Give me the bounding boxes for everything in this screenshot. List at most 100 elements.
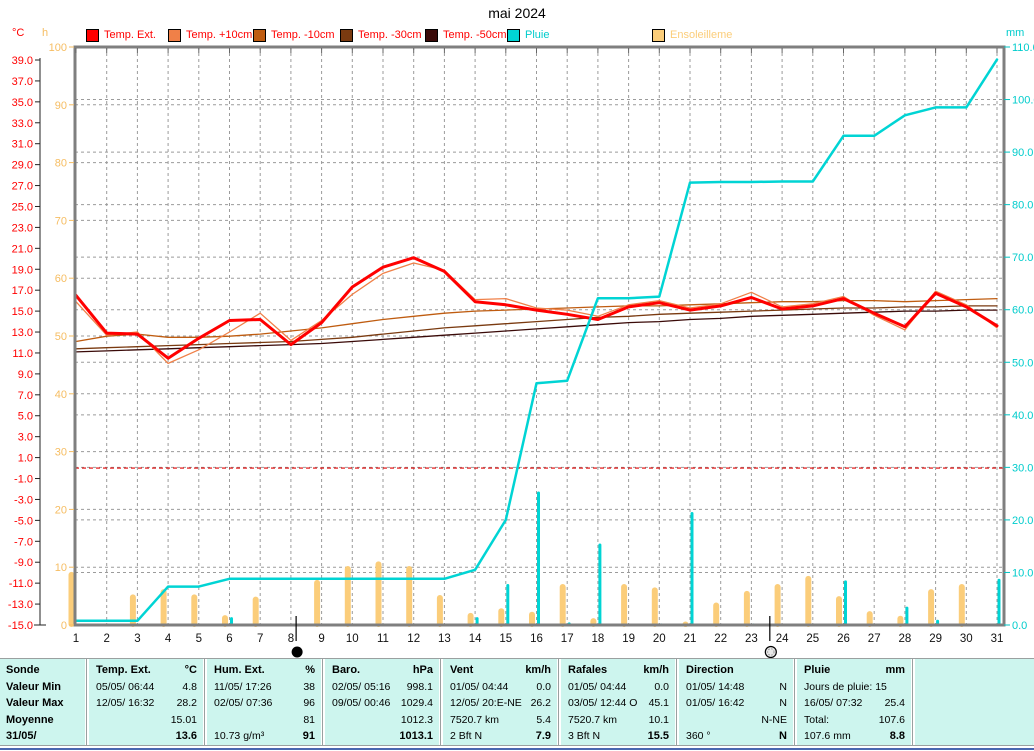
- axis-tick-label: 20: [55, 504, 67, 516]
- temp-axis-unit: °C: [12, 27, 25, 39]
- legend-label: Temp. +10cm: [186, 29, 253, 41]
- axis-tick-label: 4: [165, 633, 172, 645]
- table-separator: [320, 659, 326, 745]
- legend-label: Temp. -50cm: [443, 29, 507, 41]
- sunshine-bar: [774, 583, 781, 627]
- rain-bar: [997, 578, 1001, 626]
- axis-tick-label: 20: [653, 633, 666, 645]
- axis-tick-label: 40.0: [1012, 410, 1033, 422]
- row-label: Sonde: [6, 664, 40, 676]
- axis-tick-label: 25.0: [12, 201, 33, 213]
- axis-tick-label: 25: [806, 633, 819, 645]
- axis-tick-label: 31.0: [12, 139, 33, 151]
- rain-bar: [844, 580, 847, 626]
- cell-value: 0.0: [654, 680, 669, 693]
- rain-bar: [506, 584, 510, 626]
- column-unit: °C: [184, 664, 197, 676]
- legend-item-temp-ext-: Temp. Ext.: [86, 28, 156, 42]
- cell-value: 0.0: [536, 680, 551, 693]
- axis-tick-label: 15: [499, 633, 512, 645]
- axis-tick-label: 24: [776, 633, 789, 645]
- cell-text: 12/05/ 20:E-NE: [450, 697, 522, 709]
- row-label: Moyenne: [6, 713, 54, 726]
- table-separator: [792, 659, 798, 745]
- cell-value: 96: [303, 697, 315, 709]
- cell-text: 12/05/ 16:32: [96, 697, 155, 709]
- axis-tick-label: 30: [960, 633, 973, 645]
- sunshine-bar: [958, 583, 965, 627]
- axis-tick-label: 35.0: [12, 97, 33, 109]
- cell-text: [922, 712, 1021, 729]
- axis-tick-label: 23.0: [12, 222, 33, 234]
- cell-text: 107.6 mm: [804, 730, 851, 742]
- axis-tick-label: 39.0: [12, 55, 33, 67]
- rain-bar: [905, 606, 909, 626]
- legend-swatch: [168, 28, 181, 42]
- column-name: Rafales: [568, 664, 608, 676]
- cell-value: N-NE: [761, 713, 787, 726]
- axis-tick-label: 17: [561, 633, 574, 645]
- legend-item-temp-50cm: Temp. -50cm: [425, 28, 507, 42]
- axis-tick-label: 2: [103, 633, 109, 645]
- full-moon-icon: [764, 645, 777, 658]
- axis-tick-label: 5: [196, 633, 202, 645]
- cell-value: 15.5: [647, 730, 669, 742]
- column-unit: km/h: [525, 664, 551, 676]
- rain-axis-unit: mm: [1006, 27, 1025, 39]
- cell-value: 998.1: [406, 680, 433, 693]
- cell-text: [686, 712, 759, 729]
- axis-tick-label: 30.0: [1012, 462, 1033, 474]
- column-unit: km/h: [643, 664, 669, 676]
- cell-text: [922, 679, 1021, 696]
- cell-text: 2 Bft N: [450, 730, 483, 742]
- axis-tick-label: -11.0: [9, 578, 33, 590]
- column-name: Baro.: [332, 664, 361, 676]
- cell-value: 8.8: [889, 730, 905, 742]
- axis-tick-label: 90.0: [1012, 147, 1033, 159]
- cell-text: 7520.7 km: [450, 713, 500, 726]
- sunshine-bar: [743, 590, 750, 627]
- table-column-rafales: Rafales km/h 01/05/ 04:44 0.0 03/05/ 12:44 O…: [562, 659, 674, 745]
- legend-item-temp-30cm: Temp. -30cm: [340, 28, 422, 42]
- column-unit: mm: [885, 664, 905, 676]
- sunshine-bar: [252, 596, 259, 627]
- row-label: Valeur Max: [6, 697, 64, 709]
- axis-tick-label: 10: [55, 562, 67, 574]
- sunshine-bar: [805, 575, 812, 627]
- axis-tick-label: 31: [991, 633, 1004, 645]
- table-column-pluie: Pluie mm Jours de pluie: 15 16/05/ 07:32 25.…: [798, 659, 910, 745]
- axis-tick-label: 15.0: [12, 306, 33, 318]
- axis-tick-label: 100: [49, 42, 67, 54]
- cell-text: 01/05/ 14:48: [686, 680, 745, 693]
- cell-value: N: [779, 680, 787, 693]
- cell-value: 28.2: [176, 697, 197, 709]
- cell-value: 1012.3: [400, 713, 433, 726]
- plot-border: [73, 45, 1006, 627]
- table-column-vent: Vent km/h 01/05/ 04:44 0.0 12/05/ 20:E-NE 26.…: [444, 659, 556, 745]
- cell-text: [96, 712, 169, 729]
- sunshine-bar: [191, 594, 198, 627]
- axis-tick-label: 29: [929, 633, 942, 645]
- column-unit: %: [305, 664, 315, 676]
- axis-tick-label: 19: [622, 633, 635, 645]
- row-label: 31/05/: [6, 730, 37, 742]
- table-separator: [556, 659, 562, 745]
- axis-tick-label: 22: [714, 633, 727, 645]
- axis-tick-label: 70.0: [1012, 252, 1033, 264]
- axis-tick-label: -7.0: [14, 536, 33, 548]
- cell-text: Jours de pluie: 15: [804, 680, 887, 693]
- axis-tick-label: 60.0: [1012, 305, 1033, 317]
- series-temp-ext-: [74, 256, 999, 360]
- table-column-baro-: Baro. hPa 02/05/ 05:16 998.1 09/05/ 00:46 102…: [326, 659, 438, 745]
- axis-tick-label: 9.0: [18, 369, 33, 381]
- column-name: Direction: [686, 664, 734, 676]
- column-name: Pluie: [804, 664, 831, 676]
- legend-item-pluie: Pluie: [507, 28, 549, 42]
- cell-value: N: [779, 730, 787, 742]
- sunshine-bar: [866, 611, 873, 627]
- axis-tick-label: -3.0: [14, 494, 33, 506]
- table-column-empty: [916, 659, 1028, 745]
- axis-tick-label: 80.0: [1012, 200, 1033, 212]
- axis-tick-label: 21: [684, 633, 697, 645]
- series-temp-50cm: [75, 309, 998, 353]
